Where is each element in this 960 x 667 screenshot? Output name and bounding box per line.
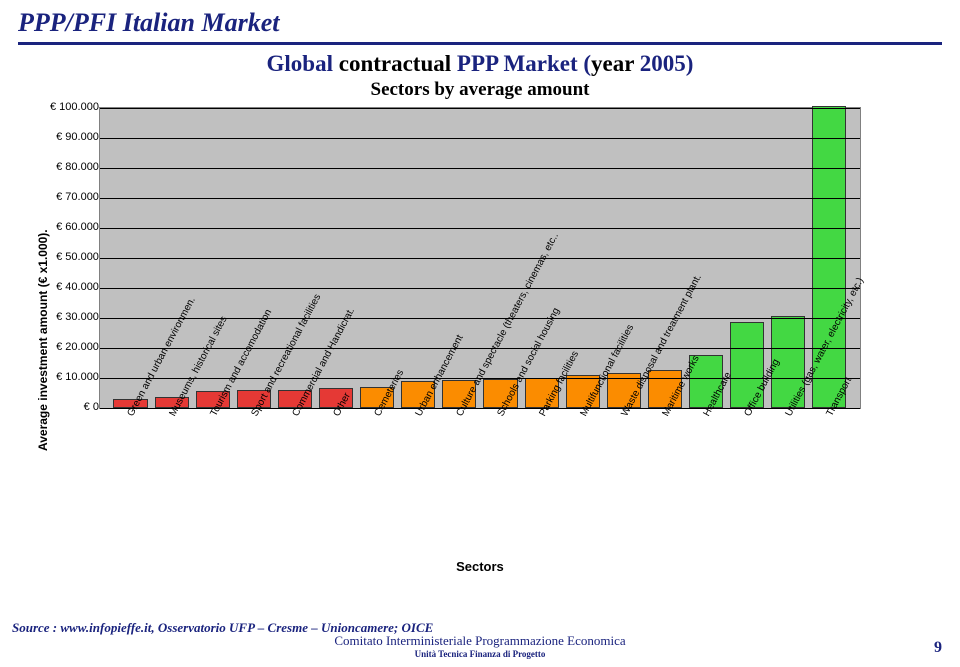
y-ticks: € 100.000€ 90.000€ 80.000€ 70.000€ 60.00… [50, 107, 99, 407]
x-tick-labels: Green and urban environmen.Museums, hist… [99, 409, 859, 559]
page-title: PPP/PFI Italian Market [18, 8, 942, 38]
org-name-cursive: Comitato Interministeriale Programmazion… [12, 633, 948, 649]
chart-subtitle: Sectors by average amount [0, 79, 960, 101]
chart-title: Global contractual PPP Market (year 2005… [0, 51, 960, 77]
x-axis-label: Sectors [99, 559, 861, 574]
y-axis-label: Average investment amount (€ x1.000). [32, 107, 50, 574]
org-name-sub: Unità Tecnica Finanza di Progetto [12, 649, 948, 659]
page-number: 9 [934, 639, 942, 657]
header-rule [18, 42, 942, 45]
